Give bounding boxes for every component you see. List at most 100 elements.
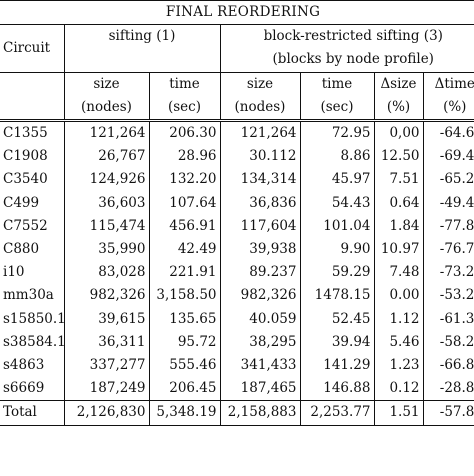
circuit-cell: C1355 <box>0 119 64 146</box>
table-title: FINAL REORDERING <box>0 0 474 25</box>
circuit-cell: C7552 <box>3 217 48 234</box>
sifting-header: sifting (1) <box>63 24 220 49</box>
block-size-cell: 341,433 <box>219 354 300 378</box>
block-time-cell: 45.97 <box>299 168 374 192</box>
block-time-header: time <box>299 71 374 96</box>
circuit-header: Circuit <box>0 24 64 73</box>
header-row-4: (nodes) (sec) (nodes) (sec) (%) (%) <box>0 95 474 121</box>
sifting-time-cell: 135.65 <box>148 307 220 331</box>
sifting-time-cell: 107.64 <box>148 191 220 215</box>
delta-time-cell: -58.27 <box>422 330 474 355</box>
sifting-time-unit: (sec) <box>148 95 220 121</box>
block-sifting-header: block-restricted sifting (3) <box>219 24 474 49</box>
circuit-cell: s4863 <box>3 357 45 374</box>
block-time-cell: 141.29 <box>299 354 374 378</box>
sifting-size-cell: 115,474 <box>63 214 149 239</box>
sifting-size-cell: 337,277 <box>63 354 149 378</box>
sifting-time-cell: 95.72 <box>148 330 220 355</box>
delta-time-cell: -28.85 <box>422 377 474 401</box>
header-row-2: (blocks by node profile) <box>0 48 474 73</box>
block-size-cell: 2,158,883 <box>219 400 300 426</box>
delta-size-cell: 0,00 <box>373 119 423 146</box>
sifting-header-blank <box>63 48 220 73</box>
circuit-cell: C499 <box>3 194 40 211</box>
delta-size-cell: 7.48 <box>373 261 423 285</box>
delta-size-cell: 1.51 <box>373 400 423 426</box>
circuit-header-blank <box>0 71 64 96</box>
sifting-size-cell: 121,264 <box>63 119 149 146</box>
sifting-time-cell: 206.30 <box>148 119 220 146</box>
circuit-cell: s6669 <box>3 380 45 397</box>
final-reordering-table: FINAL REORDERING Circuit sifting (1) blo… <box>0 0 474 426</box>
delta-time-cell: -61.33 <box>422 307 474 331</box>
block-time-cell: 2,253.77 <box>299 400 374 426</box>
title-row: FINAL REORDERING <box>0 0 474 25</box>
delta-size-cell: 10.97 <box>373 238 423 262</box>
sifting-time-header: time <box>148 71 220 96</box>
block-size-cell: 39,938 <box>219 238 300 262</box>
block-size-cell: 38,295 <box>219 330 300 355</box>
block-size-header: size <box>219 71 300 96</box>
circuit-cell: s38584.1 <box>3 333 66 350</box>
delta-time-unit: (%) <box>422 95 474 121</box>
delta-size-cell: 5.46 <box>373 330 423 355</box>
table-row: C7552 115,474 456.91 117,604 101.04 1.84 -77.8… <box>0 214 474 239</box>
sifting-size-cell: 2,126,830 <box>63 400 149 426</box>
circuit-cell: mm30a <box>3 287 54 304</box>
block-size-cell: 121,264 <box>219 119 300 146</box>
delta-time-cell: -53.20 <box>422 284 474 308</box>
delta-time-cell: -73.28 <box>422 261 474 285</box>
delta-size-cell: 7.51 <box>373 168 423 192</box>
sifting-size-cell: 982,326 <box>63 284 149 308</box>
delta-size-cell: 1.84 <box>373 214 423 239</box>
sifting-size-unit: (nodes) <box>63 95 149 121</box>
delta-size-cell: 1.12 <box>373 307 423 331</box>
delta-size-cell: 0.64 <box>373 191 423 215</box>
table-row: s6669 187,249 206.45 187,465 146.88 0.12 -28.8… <box>0 377 474 401</box>
delta-size-cell: 0.12 <box>373 377 423 401</box>
delta-time-cell: -57.86 <box>422 400 474 426</box>
block-time-cell: 59.29 <box>299 261 374 285</box>
block-size-cell: 89.237 <box>219 261 300 285</box>
header-row-3: size time size time Δsize Δtime <box>0 71 474 96</box>
block-time-unit: (sec) <box>299 95 374 121</box>
delta-time-cell: -66.89 <box>422 354 474 378</box>
sifting-time-cell: 555.46 <box>148 354 220 378</box>
sifting-time-cell: 5,348.19 <box>148 400 220 426</box>
block-time-cell: 1478.15 <box>299 284 374 308</box>
block-time-cell: 101.04 <box>299 214 374 239</box>
block-size-cell: 30.112 <box>219 145 300 169</box>
block-time-cell: 52.45 <box>299 307 374 331</box>
sifting-size-cell: 36,311 <box>63 330 149 355</box>
delta-time-cell: -69.41 <box>422 145 474 169</box>
circuit-cell: s15850.1 <box>3 310 66 327</box>
block-size-cell: 134,314 <box>219 168 300 192</box>
sifting-size-cell: 36,603 <box>63 191 149 215</box>
delta-size-cell: 1.23 <box>373 354 423 378</box>
block-time-cell: 8.86 <box>299 145 374 169</box>
block-time-cell: 54.43 <box>299 191 374 215</box>
sifting-size-header: size <box>63 71 149 96</box>
sifting-size-cell: 124,926 <box>63 168 149 192</box>
sifting-size-cell: 35,990 <box>63 238 149 262</box>
sifting-size-cell: 26,767 <box>63 145 149 169</box>
header-row-1: Circuit sifting (1) block-restricted sif… <box>0 24 474 73</box>
table-row: s15850.1 39,615 135.65 40.059 52.45 1.12 -61.3… <box>0 307 474 331</box>
delta-time-header: Δtime <box>422 71 474 96</box>
circuit-cell: Total <box>0 400 64 426</box>
delta-size-cell: 12.50 <box>373 145 423 169</box>
sifting-size-cell: 187,249 <box>63 377 149 401</box>
sifting-time-cell: 132.20 <box>148 168 220 192</box>
circuit-header-blank-2 <box>0 96 64 121</box>
circuit-cell: C3540 <box>3 171 48 188</box>
sifting-time-cell: 206.45 <box>148 377 220 401</box>
circuit-cell: C1908 <box>3 148 48 165</box>
block-size-cell: 117,604 <box>219 214 300 239</box>
block-size-cell: 982,326 <box>219 284 300 308</box>
block-size-cell: 40.059 <box>219 307 300 331</box>
